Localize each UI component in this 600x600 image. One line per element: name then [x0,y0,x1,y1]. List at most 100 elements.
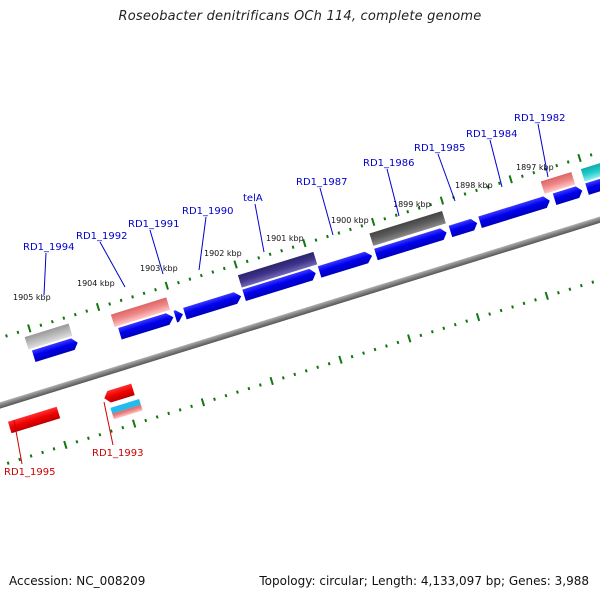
genome-title: Roseobacter denitrificans OCh 114, compl… [118,9,482,24]
scale-minor-tick [190,404,193,409]
scale-label: 1900 kbp [331,216,369,225]
gene-label[interactable]: RD1_1984 [466,129,517,140]
scale-minor-tick [39,323,43,327]
scale-minor-tick [50,319,54,324]
gene-feature-rd1-1995[interactable] [7,406,61,434]
scale-minor-tick [188,277,192,281]
scale-minor-tick [532,170,536,175]
gene-feature-rd1-1990[interactable] [183,290,243,320]
scale-minor-tick [224,393,228,398]
gene-label[interactable]: RD1_1985 [414,143,465,154]
gene-label-leader-line [386,168,400,217]
gene-feature-rd1-1985[interactable] [448,217,479,238]
gene-label[interactable]: RD1_1994 [23,242,74,253]
scale-minor-tick [293,372,297,377]
gene-feature-rd1-1983[interactable] [552,185,584,205]
scale-major-tick [233,260,238,269]
feature-box-pink-3[interactable] [112,404,143,420]
scale-major-tick [577,153,582,163]
scale-minor-tick [178,408,182,412]
scale-minor-tick [589,153,593,157]
scale-label: 1904 kbp [77,279,115,288]
scale-label: 1903 kbp [140,264,178,273]
scale-minor-tick [406,209,410,214]
scale-minor-tick [258,383,262,387]
scale-minor-tick [62,316,66,320]
gene-label-leader-line [254,203,265,253]
feature-box-navy[interactable] [237,251,318,288]
gene-feature-rd1-1984[interactable] [478,195,551,229]
gene-label-leader-line [319,187,334,236]
reverse-strand-genes [7,383,143,434]
tilted-map-layer [0,153,600,465]
scale-major-tick [371,217,376,226]
gene-feature-rd1-1992[interactable] [118,311,175,340]
scale-major-tick [544,291,549,300]
gene-feature-rd1-1993[interactable] [103,383,135,404]
forward-strand-genes [31,161,600,362]
scale-minor-tick [383,217,387,221]
scale-minor-tick [429,202,433,207]
scale-minor-tick [247,386,251,391]
scale-minor-tick [316,365,320,370]
scale-minor-tick [499,308,503,313]
feature-box-pink-2[interactable] [540,172,576,194]
gene-label-leader-line [537,123,549,178]
scale-minor-tick [348,227,352,232]
gene-feature-tela[interactable] [242,267,317,302]
scale-minor-tick [18,457,22,462]
scale-major-tick [475,313,481,322]
feature-box-dark[interactable] [369,211,446,246]
genome-backbone [0,160,600,463]
feature-box-cyan-2[interactable] [110,399,141,414]
feature-box-cyan[interactable] [580,157,600,182]
scale-minor-tick [373,347,377,352]
scale-major-tick [302,239,307,248]
scale-major-tick [164,281,169,290]
gene-label[interactable]: RD1_1992 [76,231,127,242]
scale-minor-tick [222,266,226,271]
scale-minor-tick [6,461,10,465]
scale-minor-tick [511,305,514,309]
scale-minor-tick [245,259,249,264]
scale-minor-tick [41,450,44,455]
gene-label[interactable]: RD1_1982 [514,113,565,124]
accession-text: Accession: NC_008209 [9,574,146,588]
scale-major-tick [407,334,412,343]
gene-feature-rd1-1991[interactable] [173,309,185,323]
scale-minor-tick [430,330,434,334]
scale-minor-tick [155,415,159,419]
gene-feature-rd1-1994[interactable] [31,337,79,362]
gene-label[interactable]: RD1_1987 [296,177,347,188]
scale-labels: 1905 kbp 1904 kbp 1903 kbp 1902 kbp 1901 kbp… [13,163,554,302]
gene-label[interactable]: RD1_1986 [363,158,414,169]
gene-feature-rd1-1986[interactable] [374,227,448,261]
gene-label[interactable]: RD1_1995 [4,467,55,478]
scale-minor-tick [142,291,146,296]
scale-major-tick [27,324,32,333]
feature-box-gray[interactable] [24,323,73,350]
gene-label-leader-line [149,229,164,275]
scale-label: 1905 kbp [13,293,51,302]
gene-feature-rd1-1987[interactable] [317,250,374,278]
scale-major-tick [508,175,513,184]
gene-label[interactable]: telA [243,193,263,204]
scale-minor-tick [385,344,388,348]
gene-label[interactable]: RD1_1993 [92,448,143,459]
scale-label: 1897 kbp [516,163,554,172]
gene-label[interactable]: RD1_1990 [182,206,233,217]
scale-minor-tick [119,298,123,303]
gene-label[interactable]: RD1_1991 [128,219,179,230]
gene-label-leader-line [103,401,114,446]
scale-minor-tick [213,397,216,401]
feature-box-pink[interactable] [110,297,171,328]
scale-minor-tick [417,206,421,210]
scale-label: 1901 kbp [266,234,304,243]
scale-minor-tick [304,369,308,373]
scale-minor-tick [557,291,560,295]
scale-minor-tick [475,188,478,193]
scale-major-tick [63,440,68,449]
